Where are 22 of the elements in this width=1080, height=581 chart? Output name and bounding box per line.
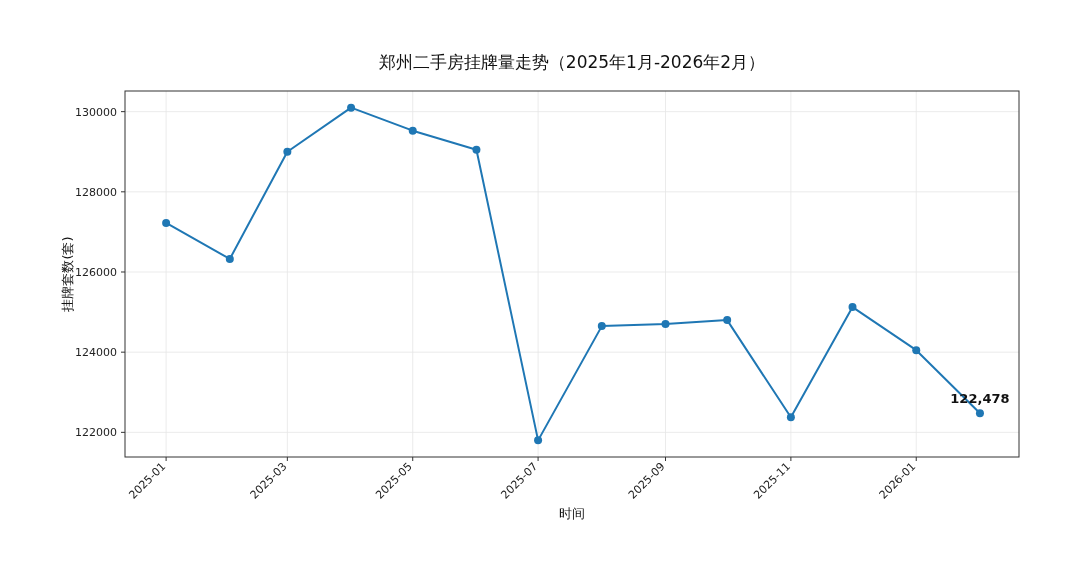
point	[472, 145, 481, 154]
point	[162, 218, 171, 227]
point	[225, 254, 234, 263]
y-axis-title: 挂牌套数(套)	[60, 236, 75, 312]
point	[975, 409, 984, 418]
y-tick-label: 130000	[75, 105, 117, 119]
point	[786, 413, 795, 422]
point	[848, 303, 857, 312]
y-tick-label: 122000	[75, 426, 117, 440]
point	[347, 103, 356, 112]
point	[534, 436, 543, 445]
point	[661, 320, 670, 329]
point	[597, 322, 606, 331]
y-tick-label: 126000	[75, 266, 117, 279]
chart-title: 郑州二手房挂牌量走势（2025年1月-2026年2月）	[378, 52, 766, 72]
point	[723, 316, 732, 325]
point	[912, 346, 921, 355]
x-axis-title: 时间	[559, 506, 585, 521]
point	[283, 147, 292, 156]
y-tick-label: 124000	[75, 346, 117, 360]
y-tick-label: 128000	[75, 185, 117, 199]
point	[408, 126, 417, 135]
